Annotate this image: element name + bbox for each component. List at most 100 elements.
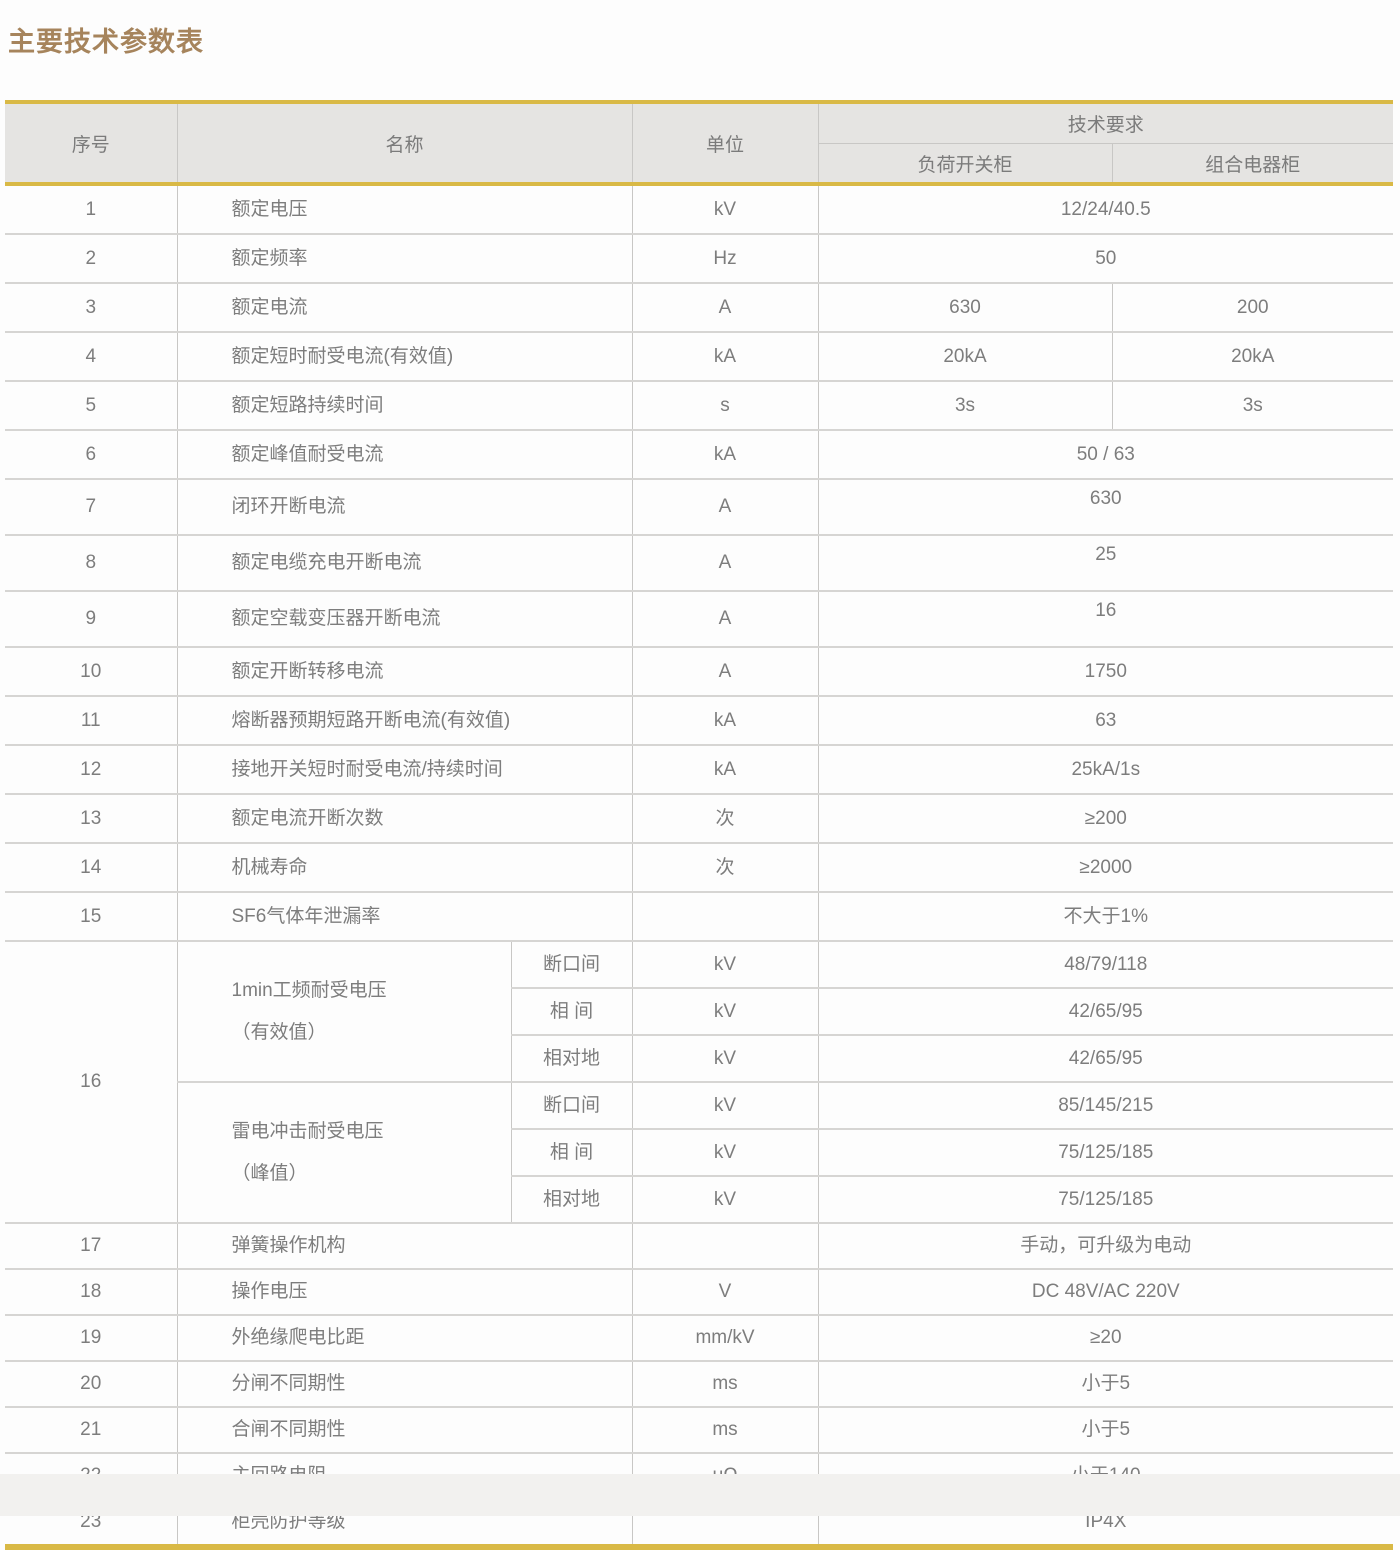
row-name: 额定电流开断次数 bbox=[177, 793, 633, 843]
row-name: 额定频率 bbox=[177, 233, 633, 283]
row-index: 2 bbox=[5, 233, 178, 283]
row-value: 50 bbox=[818, 233, 1394, 283]
row-index: 12 bbox=[5, 744, 178, 794]
table-row: 相对地 kV 75/125/185 bbox=[5, 1175, 1394, 1223]
group-label-line2: （峰值） bbox=[231, 1162, 308, 1184]
row-name: 外绝缘爬电比距 bbox=[177, 1314, 633, 1361]
column-header-combined-apparatus-cabinet: 组合电器柜 bbox=[1112, 143, 1394, 184]
page-title: 主要技术参数表 bbox=[8, 27, 204, 57]
table-row: 13 额定电流开断次数次 ≥200 bbox=[5, 793, 1394, 843]
row-name: 额定短时耐受电流(有效值) bbox=[177, 331, 633, 381]
row-index: 7 bbox=[5, 478, 178, 535]
table-row: 相 间 kV 42/65/95 bbox=[5, 987, 1394, 1035]
table-row: 相对地 kV 42/65/95 bbox=[5, 1034, 1394, 1082]
header-row-2: 负荷开关柜 组合电器柜 bbox=[5, 143, 1394, 184]
row-unit bbox=[632, 891, 819, 941]
sub-item-label: 相对地 bbox=[511, 1175, 633, 1223]
sub-item-label: 相 间 bbox=[511, 1128, 633, 1176]
row-value-load-switch: 20kA bbox=[818, 331, 1113, 381]
row-index: 5 bbox=[5, 380, 178, 430]
row-value: 63 bbox=[818, 695, 1394, 745]
row-unit: kV bbox=[632, 1175, 819, 1223]
row-unit bbox=[632, 1222, 819, 1269]
row-index: 15 bbox=[5, 891, 178, 941]
row-value: 小于5 bbox=[818, 1406, 1394, 1453]
row-index: 18 bbox=[5, 1268, 178, 1315]
table-row: 5 额定短路持续时间 s 3s 3s bbox=[5, 380, 1394, 430]
row-index: 8 bbox=[5, 534, 178, 591]
row-unit: kA bbox=[632, 331, 819, 381]
row-name: 额定电压 bbox=[177, 182, 633, 234]
row-index: 6 bbox=[5, 429, 178, 479]
row-value: 手动，可升级为电动 bbox=[818, 1222, 1394, 1269]
row-name: 额定电缆充电开断电流 bbox=[177, 534, 633, 591]
row-name: 机械寿命 bbox=[177, 842, 633, 892]
row-index: 11 bbox=[5, 695, 178, 745]
table-row: 6 额定峰值耐受电流 kA 50 / 63 bbox=[5, 429, 1394, 479]
table-row: 2 额定频率 Hz 50 bbox=[5, 233, 1394, 283]
row-value-load-switch: 3s bbox=[818, 380, 1113, 430]
row-value: 42/65/95 bbox=[818, 1034, 1394, 1082]
table-row: 雷电冲击耐受电压 （峰值） 断口间 kV 85/145/215 bbox=[5, 1081, 1394, 1223]
table-row: 19 外绝缘爬电比距 mm/kV ≥20 bbox=[5, 1314, 1394, 1361]
row-value-combined: 200 bbox=[1112, 282, 1394, 332]
row-unit: A bbox=[632, 282, 819, 332]
row-unit: 次 bbox=[632, 793, 819, 843]
row-index: 17 bbox=[5, 1222, 178, 1269]
group-label-line1: 1min工频耐受电压 bbox=[231, 979, 387, 1001]
row-index: 9 bbox=[5, 590, 178, 647]
row-name: 熔断器预期短路开断电流(有效值) bbox=[177, 695, 633, 745]
row-unit: kV bbox=[632, 1128, 819, 1176]
row-value: 16 bbox=[818, 590, 1394, 647]
table-row: 17 弹簧操作机构 手动，可升级为电动 bbox=[5, 1222, 1394, 1269]
row-unit: ms bbox=[632, 1360, 819, 1407]
row-unit: kV bbox=[632, 987, 819, 1035]
row-name: 闭环开断电流 bbox=[177, 478, 633, 535]
group-label: 雷电冲击耐受电压 （峰值） bbox=[177, 1081, 512, 1223]
column-header-load-switch-cabinet: 负荷开关柜 bbox=[818, 143, 1113, 184]
column-header-unit: 单位 bbox=[632, 104, 819, 184]
row-name: 额定峰值耐受电流 bbox=[177, 429, 633, 479]
table-row: 相 间 kV 75/125/185 bbox=[5, 1128, 1394, 1176]
table-row: 12 接地开关短时耐受电流/持续时间 kA 25kA/1s bbox=[5, 744, 1394, 794]
row-value: 25kA/1s bbox=[818, 744, 1394, 794]
row-value-load-switch: 630 bbox=[818, 282, 1113, 332]
row-value-combined: 20kA bbox=[1112, 331, 1394, 381]
column-header-index: 序号 bbox=[5, 104, 178, 184]
row-unit: A bbox=[632, 590, 819, 647]
row-index: 10 bbox=[5, 646, 178, 696]
row-unit: kV bbox=[632, 182, 819, 234]
row-value: 75/125/185 bbox=[818, 1175, 1394, 1223]
row-unit: A bbox=[632, 646, 819, 696]
row-unit: kV bbox=[632, 1034, 819, 1082]
row-name: 分闸不同期性 bbox=[177, 1360, 633, 1407]
table-header: 序号 名称 单位 技术要求 负荷开关柜 组合电器柜 bbox=[5, 104, 1394, 184]
sub-item-label: 断口间 bbox=[511, 940, 633, 988]
group-label-line2: （有效值） bbox=[231, 1021, 327, 1043]
row-index: 21 bbox=[5, 1406, 178, 1453]
table-row: 18 操作电压 V DC 48V/AC 220V bbox=[5, 1268, 1394, 1315]
row-unit: V bbox=[632, 1268, 819, 1315]
row-index: 19 bbox=[5, 1314, 178, 1361]
row-name: 额定电流 bbox=[177, 282, 633, 332]
table-row: 3 额定电流 A 630 200 bbox=[5, 282, 1394, 332]
row-value: 85/145/215 bbox=[818, 1081, 1394, 1129]
sub-item-label: 相 间 bbox=[511, 987, 633, 1035]
row-name: 操作电压 bbox=[177, 1268, 633, 1315]
row-value: 50 / 63 bbox=[818, 429, 1394, 479]
sub-item-label: 相对地 bbox=[511, 1034, 633, 1082]
row-name: 额定开断转移电流 bbox=[177, 646, 633, 696]
row-unit: Hz bbox=[632, 233, 819, 283]
table-row: 11 熔断器预期短路开断电流(有效值) kA 63 bbox=[5, 695, 1394, 745]
row-unit: kV bbox=[632, 1081, 819, 1129]
row-unit: A bbox=[632, 478, 819, 535]
table-row: 4 额定短时耐受电流(有效值) kA 20kA 20kA bbox=[5, 331, 1394, 381]
table-row: 16 1min工频耐受电压 （有效值） 断口间 kV 48/79/118 bbox=[5, 940, 1394, 1223]
row-value: 48/79/118 bbox=[818, 940, 1394, 988]
row-unit: 次 bbox=[632, 842, 819, 892]
row-index: 4 bbox=[5, 331, 178, 381]
row-value: 1750 bbox=[818, 646, 1394, 696]
row-name: 弹簧操作机构 bbox=[177, 1222, 633, 1269]
row-index: 13 bbox=[5, 793, 178, 843]
table-body: 1 额定电压 kV 12/24/40.5 2 额定频率 Hz 50 3 额定电流 A 630 200 4 额… bbox=[5, 182, 1394, 1544]
